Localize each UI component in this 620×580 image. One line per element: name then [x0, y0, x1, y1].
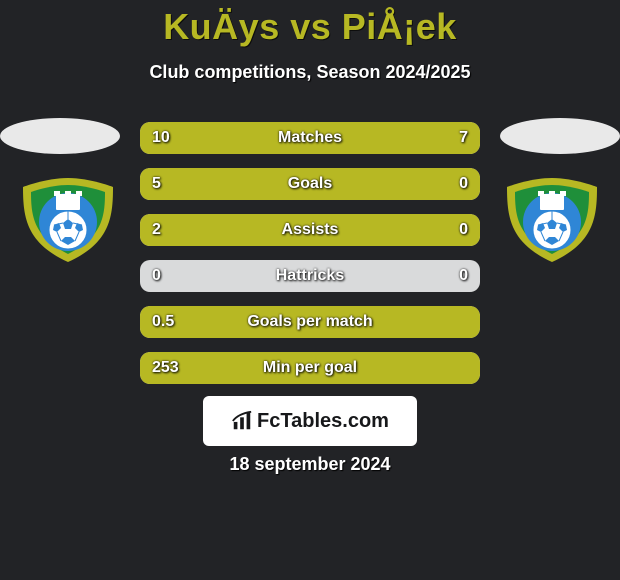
- stat-row: 50Goals: [140, 168, 480, 200]
- stat-value-right: 0: [459, 214, 468, 246]
- team-placeholder-right: [500, 118, 620, 154]
- stat-bar-left: [140, 352, 480, 384]
- stat-value-right: 0: [459, 260, 468, 292]
- stat-value-left: 0: [152, 260, 161, 292]
- team-placeholder-left: [0, 118, 120, 154]
- club-badge-left: [18, 175, 118, 265]
- stat-value-left: 5: [152, 168, 161, 200]
- snapshot-date: 18 september 2024: [0, 454, 620, 475]
- club-badge-right: [502, 175, 602, 265]
- stat-row: 0.5Goals per match: [140, 306, 480, 338]
- stat-row: 253Min per goal: [140, 352, 480, 384]
- stat-row: 20Assists: [140, 214, 480, 246]
- stats-icon: [231, 410, 253, 432]
- watermark-brand: FcTables.com: [257, 410, 389, 433]
- stat-bar-left: [140, 214, 480, 246]
- stats-rows: 107Matches50Goals20Assists00Hattricks0.5…: [140, 122, 480, 398]
- watermark: FcTables.com: [203, 396, 417, 446]
- stat-value-left: 2: [152, 214, 161, 246]
- stat-bar-left: [140, 168, 480, 200]
- stat-value-right: 0: [459, 168, 468, 200]
- stat-row: 107Matches: [140, 122, 480, 154]
- stat-row: 00Hattricks: [140, 260, 480, 292]
- stat-bar-left: [140, 306, 480, 338]
- stat-value-right: 7: [459, 122, 468, 154]
- stat-bar-right: [412, 122, 480, 154]
- page-title: KuÄys vs PiÅ¡ek: [0, 6, 620, 48]
- stat-bar-left: [140, 122, 412, 154]
- page-subtitle: Club competitions, Season 2024/2025: [0, 62, 620, 83]
- stat-value-left: 253: [152, 352, 179, 384]
- stat-value-left: 10: [152, 122, 170, 154]
- stat-value-left: 0.5: [152, 306, 174, 338]
